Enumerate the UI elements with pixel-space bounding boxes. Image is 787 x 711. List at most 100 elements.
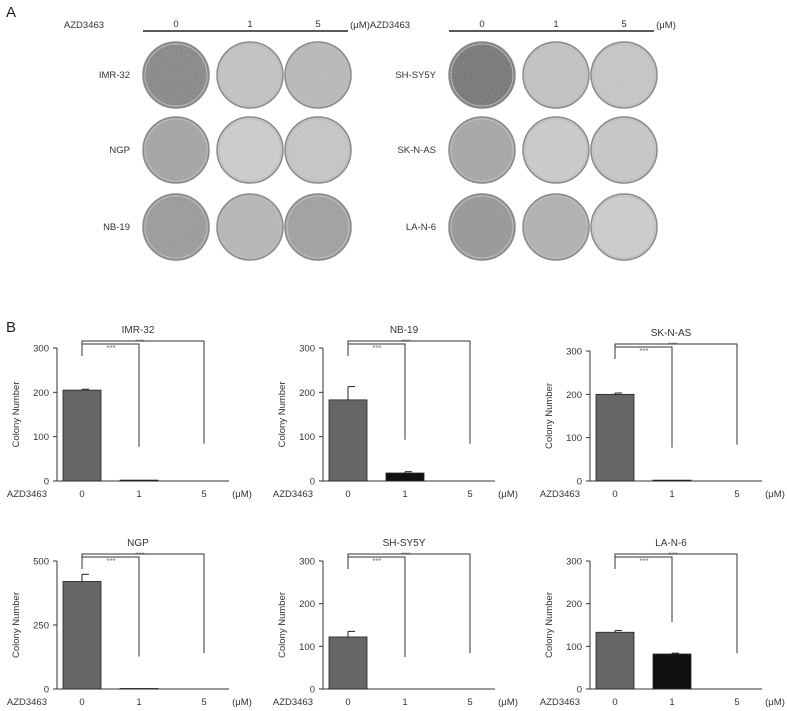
colony-dish	[590, 193, 658, 261]
bar-chart-sk-n-as: SK-N-AS Colony Number 0 100 200 300 0 1 5 AZD3463…	[540, 328, 785, 500]
y-tick-label: 200	[566, 390, 582, 401]
significance-bracket	[347, 553, 471, 654]
x-tick-label: 0	[612, 697, 617, 708]
y-tick-label: 300	[33, 344, 49, 355]
cell-line-label: SK-N-AS	[397, 145, 436, 156]
dish-rim	[592, 118, 656, 182]
dose-label: 0	[173, 19, 178, 30]
y-tick-label: 100	[566, 642, 582, 653]
significance-stars: ***	[668, 551, 677, 560]
dish-rim	[218, 43, 282, 107]
x-axis-label: AZD3463	[7, 697, 47, 708]
cell-line-label: SH-SY5Y	[395, 70, 436, 81]
x-tick-label: 1	[669, 697, 674, 708]
dish-rim	[524, 118, 588, 182]
x-tick-label: 5	[201, 489, 206, 500]
unit-label: (μM)	[656, 20, 676, 31]
significance-bracket	[81, 340, 205, 444]
colony-dish	[590, 116, 658, 184]
dish-rim	[524, 43, 588, 107]
dish-colonies	[592, 43, 656, 107]
dish-colonies	[524, 43, 588, 107]
significance-stars: ***	[668, 341, 677, 350]
bar-chart-sh-sy5y: SH-SY5Y Colony Number 0 100 200 300 0 1 5 AZD3463…	[273, 538, 518, 708]
colony-dish	[448, 116, 516, 184]
bar	[595, 393, 635, 482]
dose-label: 1	[247, 19, 252, 30]
dose-label: 5	[621, 19, 626, 30]
significance-stars: ***	[135, 551, 144, 560]
unit-label: (μM)	[765, 489, 785, 500]
y-tick-label: 0	[44, 685, 49, 696]
x-tick-label: 1	[136, 489, 141, 500]
unit-label: (μM)	[498, 489, 518, 500]
dose-label: 5	[315, 19, 320, 30]
y-tick-label: 200	[299, 599, 315, 610]
colony-dish	[284, 116, 352, 184]
dish-colonies	[524, 195, 588, 259]
colony-dish	[522, 41, 590, 109]
y-tick-label: 200	[299, 388, 315, 399]
colony-dish	[448, 193, 516, 261]
dish-colonies	[144, 195, 208, 259]
dish-rim	[450, 118, 514, 182]
significance-stars: ***	[639, 557, 648, 566]
significance-stars: ***	[372, 344, 381, 353]
dish-rim	[450, 195, 514, 259]
chart-title: IMR-32	[122, 325, 155, 336]
significance-stars: ***	[135, 338, 144, 347]
bar	[62, 581, 102, 690]
chart-title: NB-19	[390, 325, 419, 336]
colony-dish	[216, 41, 284, 109]
significance-bracket	[614, 343, 738, 445]
colony-dish	[142, 193, 210, 261]
x-tick-label: 5	[467, 697, 472, 708]
cell-line-label: NB-19	[103, 222, 130, 233]
bar-chart-nb-19: NB-19 Colony Number 0 100 200 300 0 1 5 AZD3463 (μ…	[273, 325, 518, 500]
significance-stars: ***	[401, 551, 410, 560]
panel-b-label: B	[6, 319, 16, 336]
y-axis-label: Colony Number	[277, 592, 288, 658]
dish-rim	[286, 195, 350, 259]
y-tick-label: 300	[299, 344, 315, 355]
chart-title: SH-SY5Y	[383, 538, 426, 549]
y-axis-label: Colony Number	[544, 592, 555, 658]
x-tick-label: 0	[79, 697, 84, 708]
dish-colonies	[218, 195, 282, 259]
dish-colonies	[144, 43, 208, 107]
cell-line-label: IMR-32	[99, 70, 130, 81]
colony-dish	[284, 41, 352, 109]
bar-chart-imr-32: IMR-32 Colony Number 0 100 200 300 0 1 5 AZD3463 (…	[7, 325, 252, 500]
dish-colonies	[286, 195, 350, 259]
significance-bracket	[81, 553, 205, 654]
panel-a-label: A	[6, 4, 16, 21]
dish-rim	[144, 43, 208, 107]
y-tick-label: 300	[566, 557, 582, 568]
y-tick-label: 0	[310, 685, 315, 696]
colony-dish	[448, 41, 516, 109]
dish-rim	[218, 195, 282, 259]
unit-label: (μM)	[232, 697, 252, 708]
x-tick-label: 0	[79, 489, 84, 500]
x-axis-label: AZD3463	[540, 489, 580, 500]
treatment-label: AZD3463	[64, 20, 104, 31]
significance-stars: ***	[106, 557, 115, 566]
y-axis-label: Colony Number	[11, 382, 22, 448]
colony-dish	[142, 41, 210, 109]
dish-colonies	[450, 195, 514, 259]
chart-title: LA-N-6	[655, 538, 687, 549]
significance-stars: ***	[372, 557, 381, 566]
y-tick-label: 100	[33, 432, 49, 443]
chart-title: NGP	[127, 538, 149, 549]
significance-bracket	[347, 340, 471, 444]
significance-stars: ***	[106, 344, 115, 353]
y-axis-label: Colony Number	[11, 592, 22, 658]
significance-stars: ***	[401, 338, 410, 347]
x-axis-label: AZD3463	[540, 697, 580, 708]
dish-rim	[450, 43, 514, 107]
colony-dish	[522, 116, 590, 184]
y-tick-label: 200	[566, 599, 582, 610]
bar-chart-ngp: NGP Colony Number 0 250 500 0 1 5 AZD3463 (μM) ***…	[7, 538, 252, 708]
dish-colonies	[218, 43, 282, 107]
